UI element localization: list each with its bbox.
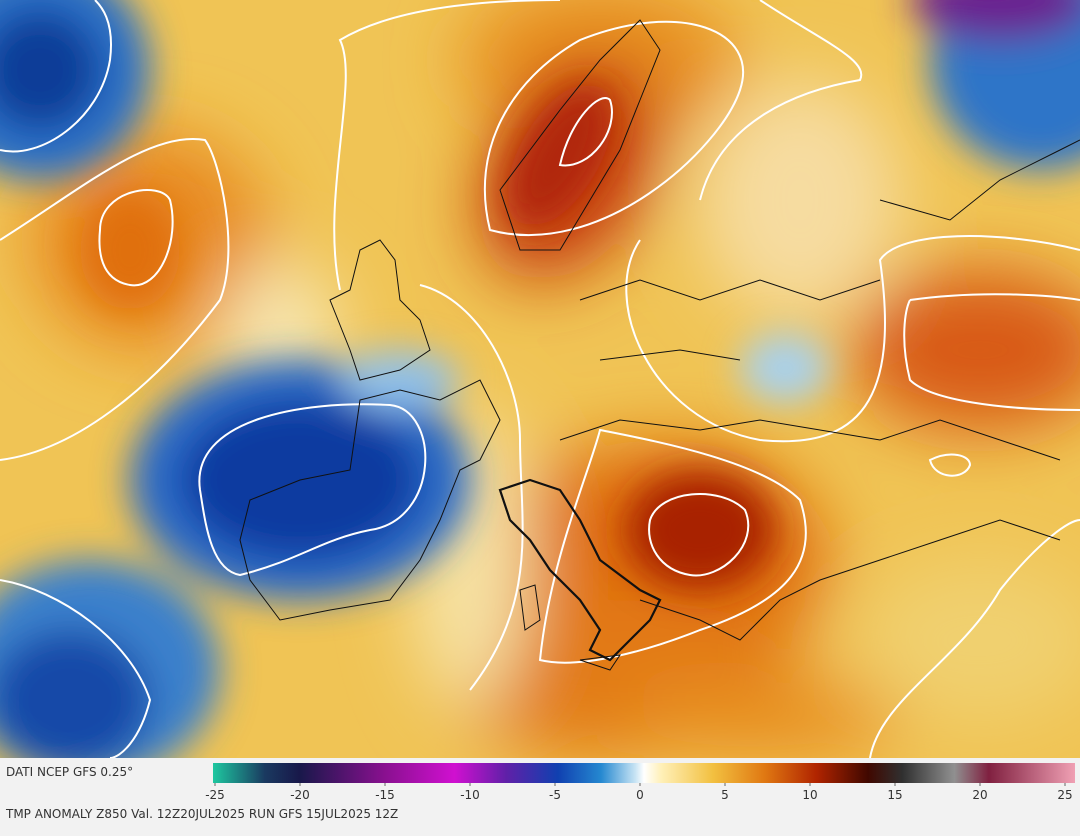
caption: TMP ANOMALY Z850 Val. 12Z20JUL2025 RUN G…	[5, 807, 398, 821]
colorbar-tick-label: -25	[205, 788, 225, 802]
map	[0, 0, 1080, 758]
source-label: DATI NCEP GFS 0.25°	[6, 765, 133, 779]
colorbar-tick-label: 15	[887, 788, 902, 802]
colorbar-tick-label: 10	[802, 788, 817, 802]
colorbar-tick-label: 20	[972, 788, 987, 802]
colorbar-tick-label: -10	[460, 788, 480, 802]
colorbar-tick-label: 0	[636, 788, 644, 802]
colorbar-tick-label: 25	[1057, 788, 1072, 802]
colorbar-gradient	[213, 763, 1075, 783]
colorbar-tick-label: -5	[549, 788, 561, 802]
colorbar: -25 -20 -15 -10 -5 0 5 10 15 20 25	[205, 763, 1075, 802]
colorbar-tick-label: 5	[721, 788, 729, 802]
colorbar-tick-label: -20	[290, 788, 310, 802]
colorbar-tick-label: -15	[375, 788, 395, 802]
